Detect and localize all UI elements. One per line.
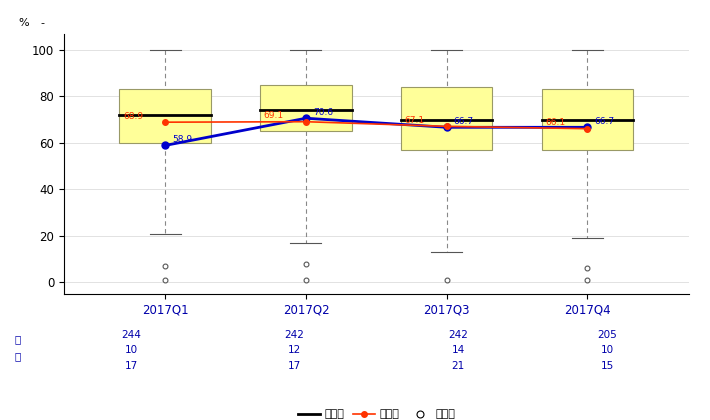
Text: 66.7: 66.7 <box>454 117 474 126</box>
Text: 244: 244 <box>121 330 141 340</box>
Text: 母: 母 <box>14 351 21 361</box>
Text: 242: 242 <box>448 330 468 340</box>
Bar <box>401 87 493 150</box>
Bar <box>119 89 211 143</box>
Text: 15: 15 <box>601 361 613 371</box>
Text: -: - <box>40 18 44 29</box>
Text: 17: 17 <box>288 361 301 371</box>
Text: 70.6: 70.6 <box>313 108 333 117</box>
Text: 10: 10 <box>601 345 613 355</box>
Text: 66.1: 66.1 <box>545 118 565 127</box>
Text: 12: 12 <box>288 345 301 355</box>
Text: 14: 14 <box>452 345 464 355</box>
Text: 58.9: 58.9 <box>173 135 192 144</box>
Text: 205: 205 <box>597 330 617 340</box>
Text: 分: 分 <box>14 334 21 344</box>
Text: 67.1: 67.1 <box>405 116 425 125</box>
Bar <box>542 89 633 150</box>
Legend: 中央値, 平均値, 外れ値: 中央値, 平均値, 外れ値 <box>293 405 459 420</box>
Text: 66.7: 66.7 <box>594 117 615 126</box>
Text: 17: 17 <box>125 361 138 371</box>
Bar <box>260 85 351 131</box>
Text: %: % <box>18 18 28 29</box>
Text: 68.9: 68.9 <box>123 112 143 121</box>
Text: 21: 21 <box>452 361 464 371</box>
Text: 69.1: 69.1 <box>263 111 284 120</box>
Text: 242: 242 <box>285 330 305 340</box>
Text: 10: 10 <box>125 345 138 355</box>
